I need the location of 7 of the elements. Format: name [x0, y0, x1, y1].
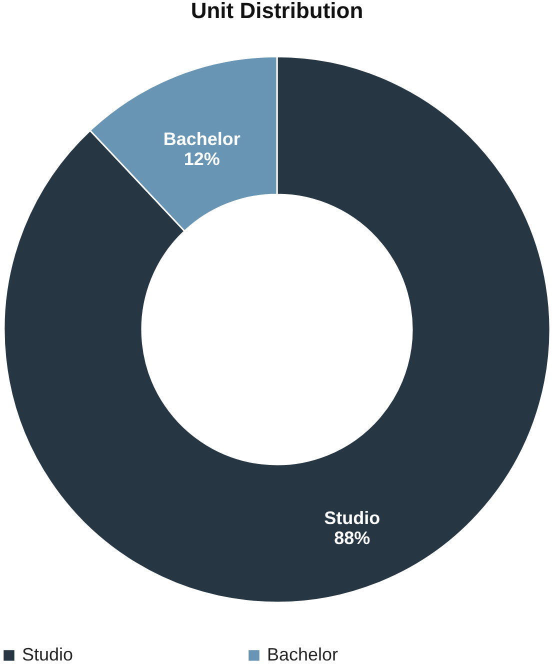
- data-label: 88%: [334, 528, 370, 548]
- slice-label: Bachelor: [163, 128, 240, 149]
- data-label: 12%: [184, 148, 220, 169]
- chart-title: Unit Distribution: [190, 0, 364, 23]
- slice-label: Studio: [324, 508, 380, 528]
- legend-label: Bachelor: [267, 644, 338, 664]
- legend-label: Studio: [22, 644, 74, 664]
